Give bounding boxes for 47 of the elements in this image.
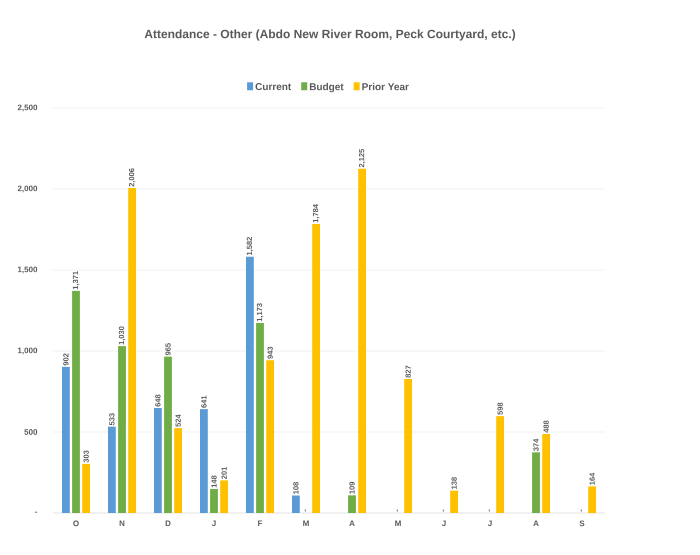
x-tick-label: S — [580, 520, 584, 526]
x-tick-label: A — [533, 520, 539, 526]
legend-label: Current — [256, 83, 292, 90]
bar — [200, 409, 208, 513]
x-tick-label: M — [303, 520, 309, 526]
x-tick-label: J — [488, 520, 492, 526]
x-tick-label: M — [395, 520, 401, 526]
bar — [220, 480, 228, 513]
y-tick-label: 2,500 — [18, 104, 38, 112]
chart-title: Attendance - Other (Abdo New River Room, Peck Courtyard, etc.) — [144, 29, 516, 41]
bar — [266, 360, 274, 513]
bar — [108, 426, 116, 513]
y-tick-label: 2,000 — [18, 186, 38, 192]
x-tick-label: J — [212, 520, 216, 526]
bar — [532, 452, 540, 513]
x-tick-label: F — [258, 520, 262, 526]
bar — [358, 168, 366, 513]
x-tick-label: A — [349, 520, 355, 526]
bar — [496, 416, 504, 513]
bar — [82, 464, 90, 513]
bar — [174, 428, 182, 513]
bar — [312, 224, 320, 513]
legend-label: Prior Year — [362, 82, 409, 90]
bar — [404, 379, 412, 513]
bar — [256, 322, 264, 513]
bar — [292, 496, 300, 513]
y-tick-label: 1,000 — [18, 348, 38, 354]
bar — [348, 495, 356, 513]
bar — [128, 188, 136, 513]
bar — [246, 256, 254, 513]
bar — [210, 489, 218, 513]
bar — [154, 408, 162, 513]
bar — [542, 434, 550, 513]
x-tick-label: O — [73, 520, 79, 526]
bar — [450, 490, 458, 513]
y-tick-label: 1,500 — [18, 266, 38, 274]
y-tick-label: - — [35, 512, 38, 513]
x-tick-label: N — [120, 520, 124, 526]
bar — [118, 346, 126, 513]
bar — [164, 356, 172, 513]
bar — [588, 486, 596, 513]
bar — [72, 290, 80, 513]
bar — [62, 366, 70, 513]
y-tick-label: 500 — [24, 429, 38, 435]
x-tick-label: D — [166, 520, 171, 526]
legend-label: Budget — [310, 82, 344, 92]
x-tick-label: J — [442, 520, 446, 526]
